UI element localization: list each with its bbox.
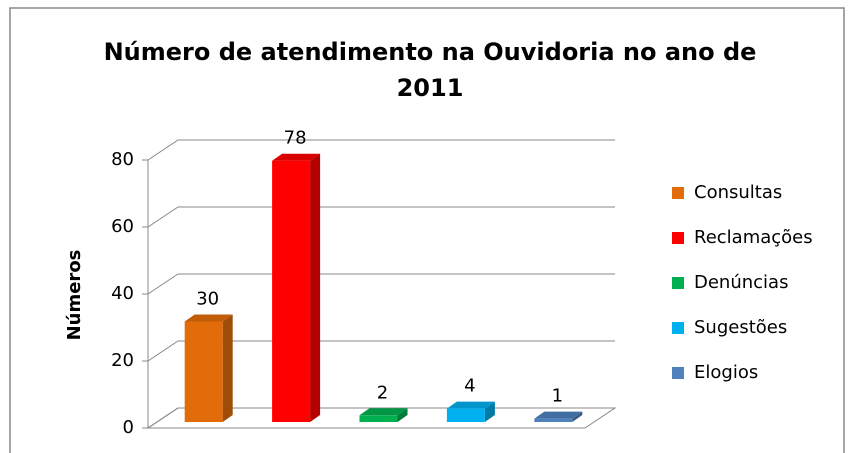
- chart-border: [9, 7, 845, 453]
- bar: [534, 418, 573, 422]
- legend-swatch: [672, 232, 684, 244]
- y-tick-label: 80: [111, 149, 134, 170]
- bar: [359, 415, 398, 422]
- axis-wall: [147, 160, 179, 429]
- legend-label: Denúncias: [694, 272, 788, 293]
- legend-label: Sugestões: [694, 317, 787, 338]
- legend-swatch: [672, 277, 684, 289]
- bar-side: [572, 411, 583, 422]
- data-label: 30: [196, 289, 219, 310]
- bar-top: [446, 401, 495, 409]
- data-label: 4: [464, 376, 475, 397]
- grid-line: [147, 340, 615, 362]
- legend-swatch: [672, 187, 684, 199]
- legend-swatch: [672, 367, 684, 379]
- bar-top: [184, 314, 233, 322]
- y-tick-label: 40: [111, 283, 134, 304]
- data-label: 1: [552, 386, 563, 407]
- y-axis-label: Números: [64, 250, 85, 341]
- legend-label: Consultas: [694, 182, 782, 203]
- grid-line: [147, 206, 615, 228]
- legend-label: Reclamações: [694, 227, 813, 248]
- bar: [446, 408, 485, 422]
- bar-top: [272, 153, 321, 161]
- bar-top: [359, 408, 408, 416]
- legend-swatch: [672, 322, 684, 334]
- y-tick-label: 0: [123, 417, 134, 438]
- y-tick-label: 20: [111, 350, 134, 371]
- bar-top: [534, 411, 583, 419]
- y-tick-label: 60: [111, 216, 134, 237]
- chart-title: Número de atendimento na Ouvidoria no an…: [103, 38, 757, 102]
- data-label: 2: [377, 382, 388, 403]
- grid-line: [147, 139, 615, 161]
- bar: [184, 321, 223, 422]
- data-label: 78: [284, 128, 307, 149]
- bar-side: [310, 153, 321, 422]
- bar: [272, 160, 311, 422]
- bar-side: [484, 401, 495, 422]
- legend-label: Elogios: [694, 362, 758, 383]
- bar-side: [397, 408, 408, 422]
- bar-side: [222, 314, 233, 422]
- grid-line: [147, 273, 615, 295]
